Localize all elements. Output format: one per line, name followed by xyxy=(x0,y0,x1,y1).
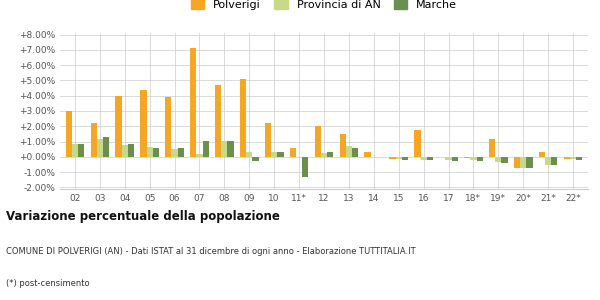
Bar xyxy=(389,157,395,159)
Text: COMUNE DI POLVERIGI (AN) - Dati ISTAT al 31 dicembre di ogni anno - Elaborazione: COMUNE DI POLVERIGI (AN) - Dati ISTAT al… xyxy=(6,248,416,256)
Bar xyxy=(78,144,84,157)
Bar xyxy=(153,148,159,157)
Bar xyxy=(140,90,146,157)
Bar xyxy=(327,152,334,157)
Bar xyxy=(476,157,483,161)
Bar xyxy=(122,145,128,157)
Bar xyxy=(227,141,234,157)
Bar xyxy=(65,111,72,157)
Text: (*) post-censimento: (*) post-censimento xyxy=(6,279,89,288)
Bar xyxy=(302,157,308,177)
Bar xyxy=(265,123,271,157)
Bar xyxy=(346,146,352,157)
Text: Variazione percentuale della popolazione: Variazione percentuale della popolazione xyxy=(6,210,280,223)
Bar xyxy=(240,79,246,157)
Bar xyxy=(514,157,520,168)
Bar xyxy=(146,147,153,157)
Bar xyxy=(445,157,452,160)
Bar xyxy=(215,85,221,157)
Bar xyxy=(427,157,433,160)
Bar xyxy=(91,123,97,157)
Bar xyxy=(246,152,253,157)
Bar xyxy=(551,157,557,165)
Bar xyxy=(115,96,122,157)
Bar xyxy=(165,97,172,157)
Bar xyxy=(253,157,259,161)
Bar xyxy=(564,157,570,159)
Bar xyxy=(340,134,346,157)
Bar xyxy=(277,152,284,157)
Bar xyxy=(103,137,109,157)
Bar xyxy=(395,157,402,159)
Bar xyxy=(314,125,321,157)
Bar xyxy=(352,148,358,157)
Legend: Polverigi, Provincia di AN, Marche: Polverigi, Provincia di AN, Marche xyxy=(187,0,461,14)
Bar xyxy=(470,157,476,160)
Bar xyxy=(321,153,327,157)
Bar xyxy=(128,144,134,157)
Bar xyxy=(271,152,277,157)
Bar xyxy=(489,139,495,157)
Bar xyxy=(414,130,421,157)
Bar xyxy=(421,157,427,160)
Bar xyxy=(402,157,408,160)
Bar xyxy=(520,157,526,168)
Bar xyxy=(464,157,470,158)
Bar xyxy=(452,157,458,161)
Bar xyxy=(539,152,545,157)
Bar xyxy=(203,141,209,157)
Bar xyxy=(221,141,227,157)
Bar xyxy=(97,139,103,157)
Bar xyxy=(576,157,583,160)
Bar xyxy=(196,154,203,157)
Bar xyxy=(190,48,196,157)
Bar xyxy=(502,157,508,163)
Bar xyxy=(364,152,371,157)
Bar xyxy=(72,144,78,157)
Bar xyxy=(545,157,551,164)
Bar xyxy=(178,148,184,157)
Bar xyxy=(495,157,502,162)
Bar xyxy=(526,157,533,168)
Bar xyxy=(570,157,576,159)
Bar xyxy=(290,148,296,157)
Bar xyxy=(172,149,178,157)
